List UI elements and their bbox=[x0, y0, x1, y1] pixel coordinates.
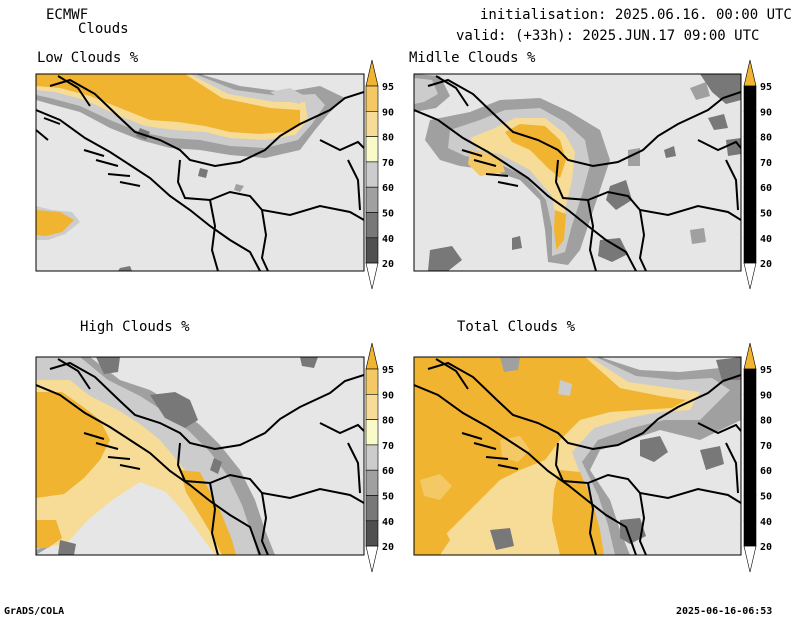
colorbar-tick-label: 60 bbox=[760, 183, 772, 194]
colorbar-segment bbox=[743, 212, 757, 239]
panel-title-total: Total Clouds % bbox=[457, 319, 576, 335]
colorbar-segment bbox=[365, 419, 379, 446]
colorbar-tick-label: 60 bbox=[382, 466, 394, 477]
colorbar-tick-label: 90 bbox=[760, 390, 772, 401]
colorbar-segment bbox=[743, 419, 757, 446]
colorbar-segment bbox=[365, 520, 379, 547]
colorbar-tick-label: 50 bbox=[382, 492, 394, 503]
colorbar-tick-label: 70 bbox=[382, 158, 394, 169]
colorbar-segment bbox=[365, 444, 379, 471]
colorbar-segment bbox=[743, 111, 757, 137]
colorbar-tick-label: 20 bbox=[382, 542, 394, 553]
colorbar-segment bbox=[743, 186, 757, 213]
panel-title-middle: Midlle Clouds % bbox=[409, 50, 536, 66]
panel-title-high: High Clouds % bbox=[80, 319, 190, 335]
colorbar-top: 95 90 80 70 60 50 40 20 95 90 80 70 60 50 40 20 bbox=[365, 59, 772, 290]
colorbar-tick-label: 90 bbox=[760, 107, 772, 118]
colorbar-bottom: 95 90 80 70 60 50 40 20 95 90 80 70 60 50 40 20 bbox=[365, 342, 772, 573]
colorbar-tick-label: 70 bbox=[382, 441, 394, 452]
colorbar-tick-label: 80 bbox=[760, 133, 772, 144]
colorbar-segment bbox=[365, 111, 379, 137]
colorbar-segment bbox=[365, 161, 379, 188]
colorbar-tick-label: 70 bbox=[760, 441, 772, 452]
colorbar-tick-label: 20 bbox=[760, 542, 772, 553]
map-panel-total-clouds bbox=[413, 356, 742, 556]
colorbar-tick-label: 70 bbox=[760, 158, 772, 169]
footer-software: GrADS/COLA bbox=[4, 606, 65, 617]
colorbar-tick-label: 60 bbox=[760, 466, 772, 477]
colorbar-bottom-arrow bbox=[743, 262, 757, 290]
colorbar-bottom-arrow bbox=[743, 545, 757, 573]
colorbar-segment bbox=[365, 136, 379, 163]
colorbar-segment bbox=[743, 85, 757, 112]
colorbar-segment bbox=[365, 212, 379, 239]
colorbar-segment bbox=[743, 136, 757, 163]
colorbar-tick-label: 80 bbox=[760, 416, 772, 427]
colorbar-segment bbox=[365, 469, 379, 496]
colorbar-segment bbox=[743, 237, 757, 264]
colorbar-tick-label: 95 bbox=[760, 82, 772, 93]
colorbar-segment bbox=[743, 469, 757, 496]
footer-timestamp: 2025-06-16-06:53 bbox=[676, 606, 773, 617]
colorbar-tick-label: 60 bbox=[382, 183, 394, 194]
colorbar-top-arrow bbox=[365, 342, 379, 370]
colorbar-tick-label: 80 bbox=[382, 133, 394, 144]
map-panel-high-clouds bbox=[35, 356, 365, 556]
colorbar-tick-label: 40 bbox=[760, 234, 772, 245]
colorbar-tick-label: 50 bbox=[760, 209, 772, 220]
colorbar-segment bbox=[365, 237, 379, 264]
colorbar-segment bbox=[365, 495, 379, 522]
colorbar-segment bbox=[743, 161, 757, 188]
colorbar-tick-label: 90 bbox=[382, 390, 394, 401]
colorbar-bottom-arrow bbox=[365, 545, 379, 573]
map-panel-middle-clouds bbox=[413, 73, 742, 272]
colorbar-segment bbox=[743, 520, 757, 547]
colorbar-tick-label: 50 bbox=[760, 492, 772, 503]
colorbar-tick-label: 95 bbox=[382, 82, 394, 93]
colorbar-tick-label: 40 bbox=[382, 517, 394, 528]
valid-time-label: valid: (+33h): 2025.JUN.17 09:00 UTC bbox=[456, 28, 760, 44]
colorbar-top-arrow bbox=[743, 342, 757, 370]
colorbar-segment bbox=[365, 85, 379, 112]
colorbar-tick-label: 90 bbox=[382, 107, 394, 118]
colorbar-segment bbox=[365, 393, 379, 420]
colorbar-top-arrow bbox=[365, 59, 379, 87]
colorbar-segment bbox=[743, 368, 757, 395]
colorbar-tick-label: 40 bbox=[760, 517, 772, 528]
colorbar-tick-label: 50 bbox=[382, 209, 394, 220]
colorbar-tick-label: 40 bbox=[382, 234, 394, 245]
colorbar-tick-label: 20 bbox=[760, 259, 772, 270]
colorbar-segment bbox=[743, 393, 757, 420]
colorbar-segment bbox=[743, 444, 757, 471]
colorbar-segment bbox=[365, 368, 379, 395]
colorbar-bottom-arrow bbox=[365, 262, 379, 290]
initialisation-label: initialisation: 2025.06.16. 00:00 UTC bbox=[480, 7, 792, 23]
colorbar-tick-label: 20 bbox=[382, 259, 394, 270]
colorbar-tick-label: 95 bbox=[382, 365, 394, 376]
product-label: Clouds bbox=[78, 21, 129, 37]
map-panel-low-clouds bbox=[35, 73, 365, 272]
model-label: ECMWF bbox=[46, 7, 89, 23]
colorbar-top-arrow bbox=[743, 59, 757, 87]
panel-title-low: Low Clouds % bbox=[37, 50, 139, 66]
colorbar-tick-label: 95 bbox=[760, 365, 772, 376]
colorbar-segment bbox=[743, 495, 757, 522]
colorbar-segment bbox=[365, 186, 379, 213]
colorbar-tick-label: 80 bbox=[382, 416, 394, 427]
